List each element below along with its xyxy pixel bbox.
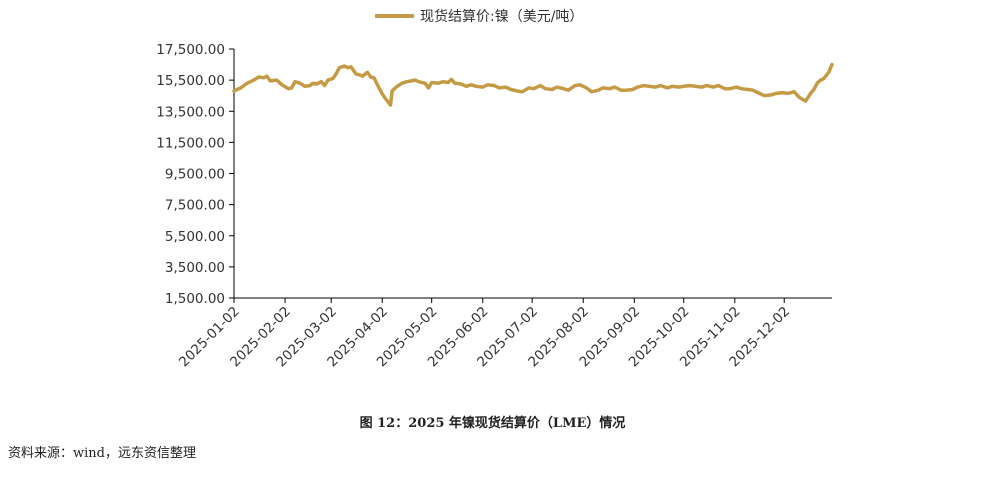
y-tick-label: 7,500.00 bbox=[165, 198, 225, 214]
plot-area bbox=[232, 62, 834, 107]
y-tick-label: 9,500.00 bbox=[165, 167, 225, 183]
y-tick-label: 1,500.00 bbox=[165, 291, 225, 307]
y-tick-label: 17,500.00 bbox=[156, 42, 225, 58]
y-tick-label: 3,500.00 bbox=[165, 260, 225, 276]
figure-caption: 图 12：2025 年镍现货结算价（LME）情况 bbox=[359, 416, 626, 431]
legend-label: 现货结算价:镍（美元/吨） bbox=[420, 8, 583, 25]
source-note: 资料来源：wind，远东资信整理 bbox=[8, 446, 196, 461]
axes: 1,500.00 3,500.00 5,500.00 7,500.00 9,500.00… bbox=[156, 42, 832, 370]
line-chart: 现货结算价:镍（美元/吨） 1,500.00 3,500.00 5,500.00 7,… bbox=[156, 8, 834, 370]
y-tick-label: 5,500.00 bbox=[165, 229, 225, 245]
y-tick-label: 11,500.00 bbox=[156, 135, 225, 151]
series-line-nickel-price bbox=[232, 62, 834, 107]
chart-legend: 现货结算价:镍（美元/吨） bbox=[375, 8, 583, 25]
y-tick-label: 15,500.00 bbox=[156, 73, 225, 89]
y-tick-label: 13,500.00 bbox=[156, 104, 225, 120]
